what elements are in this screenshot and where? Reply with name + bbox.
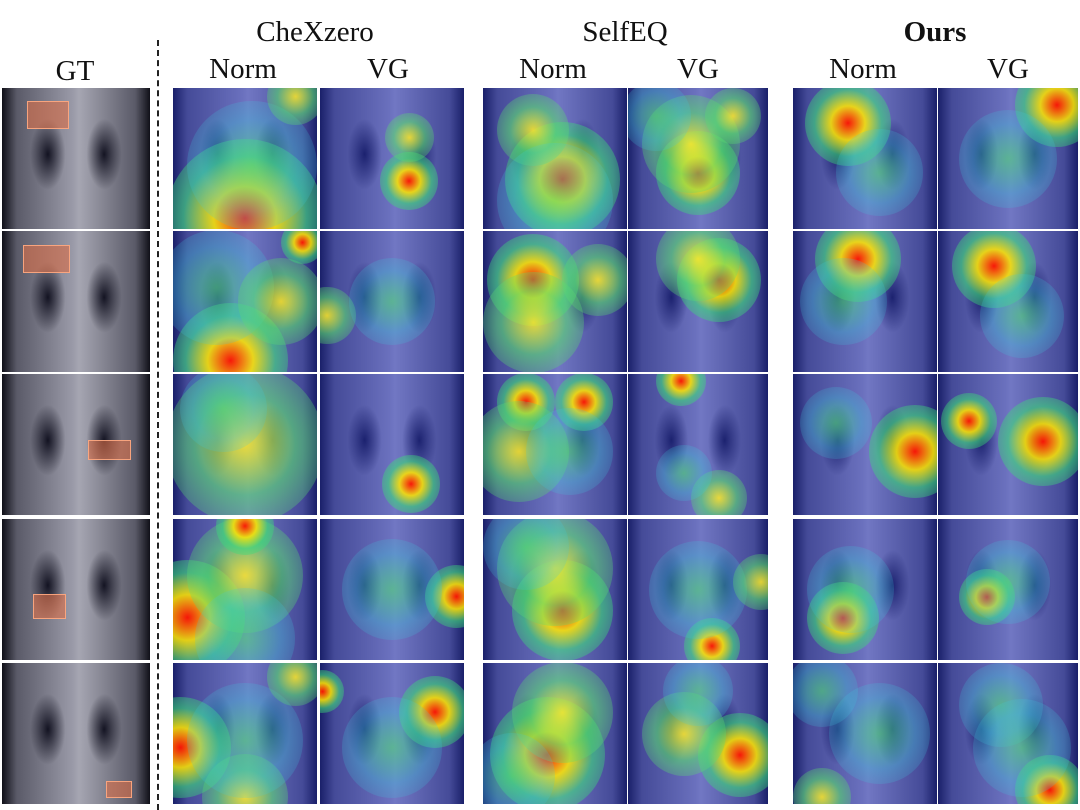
- heatmap-blob: [180, 374, 267, 453]
- heatmap-blob: [998, 396, 1078, 487]
- heatmap-blob: [800, 387, 873, 460]
- ground-truth-box: [105, 781, 133, 799]
- xray-gt-row-5: [2, 663, 150, 804]
- header-chexzero: CheXzero: [256, 16, 374, 48]
- heatmap-blob: [526, 408, 613, 495]
- xray-chexzero-norm-row-4: [173, 519, 317, 660]
- xray-selfeq-norm-row-2: [483, 231, 627, 372]
- heatmap-blob: [973, 698, 1071, 797]
- xray-chexzero-norm-row-1: [173, 88, 317, 229]
- xray-ours-norm-row-5: [793, 663, 937, 804]
- ground-truth-box: [22, 245, 71, 274]
- subheader-chexzero-vg: VG: [367, 53, 409, 85]
- xray-ours-vg-row-2: [938, 231, 1078, 372]
- subheader-chexzero-norm: Norm: [209, 53, 277, 85]
- xray-ours-norm-row-2: [793, 231, 937, 372]
- heatmap-blob: [959, 109, 1057, 208]
- header-gt: GT: [55, 55, 95, 87]
- heatmap-blob: [497, 143, 613, 229]
- header-selfeq: SelfEQ: [582, 16, 668, 48]
- heatmap-blob: [869, 405, 937, 498]
- xray-chexzero-norm-row-5: [173, 663, 317, 804]
- heatmap-blob: [793, 768, 851, 804]
- xray-ours-norm-row-4: [793, 519, 937, 660]
- xray-selfeq-norm-row-4: [483, 519, 627, 660]
- xray-ours-norm-row-1: [793, 88, 937, 229]
- dashed-divider: [157, 40, 159, 810]
- ground-truth-box: [87, 440, 131, 460]
- xray-selfeq-norm-row-3: [483, 374, 627, 515]
- xray-selfeq-norm-row-1: [483, 88, 627, 229]
- xray-chexzero-vg-row-1: [320, 88, 464, 229]
- heatmap-blob: [807, 546, 894, 633]
- xray-ours-vg-row-5: [938, 663, 1078, 804]
- heatmap-blob: [649, 540, 747, 639]
- xray-chexzero-norm-row-3: [173, 374, 317, 515]
- heatmap-blob: [705, 88, 761, 145]
- heatmap-blob: [663, 663, 733, 727]
- heatmap-blob: [800, 258, 887, 345]
- heatmap-blob: [562, 244, 627, 317]
- xray-ours-vg-row-1: [938, 88, 1078, 229]
- heatmap-blob: [380, 152, 439, 210]
- xray-chexzero-vg-row-3: [320, 374, 464, 515]
- xray-selfeq-vg-row-2: [628, 231, 768, 372]
- heatmap-blob: [656, 231, 740, 302]
- heatmap-blob: [320, 669, 345, 713]
- xray-selfeq-norm-row-5: [483, 663, 627, 804]
- ground-truth-box: [33, 593, 66, 620]
- xray-chexzero-norm-row-2: [173, 231, 317, 372]
- heatmap-blob: [237, 258, 317, 345]
- header-ours: Ours: [903, 16, 967, 48]
- heatmap-blob: [384, 112, 434, 162]
- subheader-selfeq-norm: Norm: [519, 53, 587, 85]
- heatmap-blob: [836, 129, 923, 216]
- ground-truth-box: [27, 100, 69, 129]
- heatmap-blob: [194, 588, 296, 660]
- xray-gt-row-2: [2, 231, 150, 372]
- xray-gt-row-4: [2, 519, 150, 660]
- xray-ours-norm-row-3: [793, 374, 937, 515]
- heatmap-blob: [628, 88, 691, 152]
- heatmap-blob: [940, 392, 997, 449]
- xray-ours-vg-row-3: [938, 374, 1078, 515]
- heatmap-blob: [341, 697, 443, 798]
- xray-gt-row-1: [2, 88, 150, 229]
- heatmap-blob: [656, 444, 712, 501]
- xray-selfeq-vg-row-5: [628, 663, 768, 804]
- xray-gt-row-3: [2, 374, 150, 515]
- xray-selfeq-vg-row-3: [628, 374, 768, 515]
- xray-selfeq-vg-row-1: [628, 88, 768, 229]
- heatmap-blob: [381, 455, 440, 513]
- subheader-ours-vg: VG: [987, 53, 1029, 85]
- heatmap-blob: [348, 258, 436, 345]
- xray-chexzero-vg-row-5: [320, 663, 464, 804]
- heatmap-blob: [980, 273, 1064, 358]
- subheader-selfeq-vg: VG: [677, 53, 719, 85]
- heatmap-blob: [341, 539, 443, 640]
- xray-ours-vg-row-4: [938, 519, 1078, 660]
- subheader-ours-norm: Norm: [829, 53, 897, 85]
- xray-chexzero-vg-row-4: [320, 519, 464, 660]
- heatmap-blob: [966, 540, 1050, 625]
- heatmap-blob: [656, 374, 707, 407]
- heatmap-blob: [793, 663, 858, 728]
- xray-selfeq-vg-row-4: [628, 519, 768, 660]
- xray-chexzero-vg-row-2: [320, 231, 464, 372]
- heatmap-blob: [483, 519, 570, 591]
